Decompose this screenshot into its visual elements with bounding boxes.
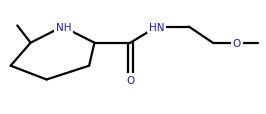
Text: O: O	[232, 38, 241, 48]
Text: O: O	[126, 75, 135, 85]
Text: NH: NH	[56, 22, 71, 32]
Text: HN: HN	[149, 22, 164, 32]
